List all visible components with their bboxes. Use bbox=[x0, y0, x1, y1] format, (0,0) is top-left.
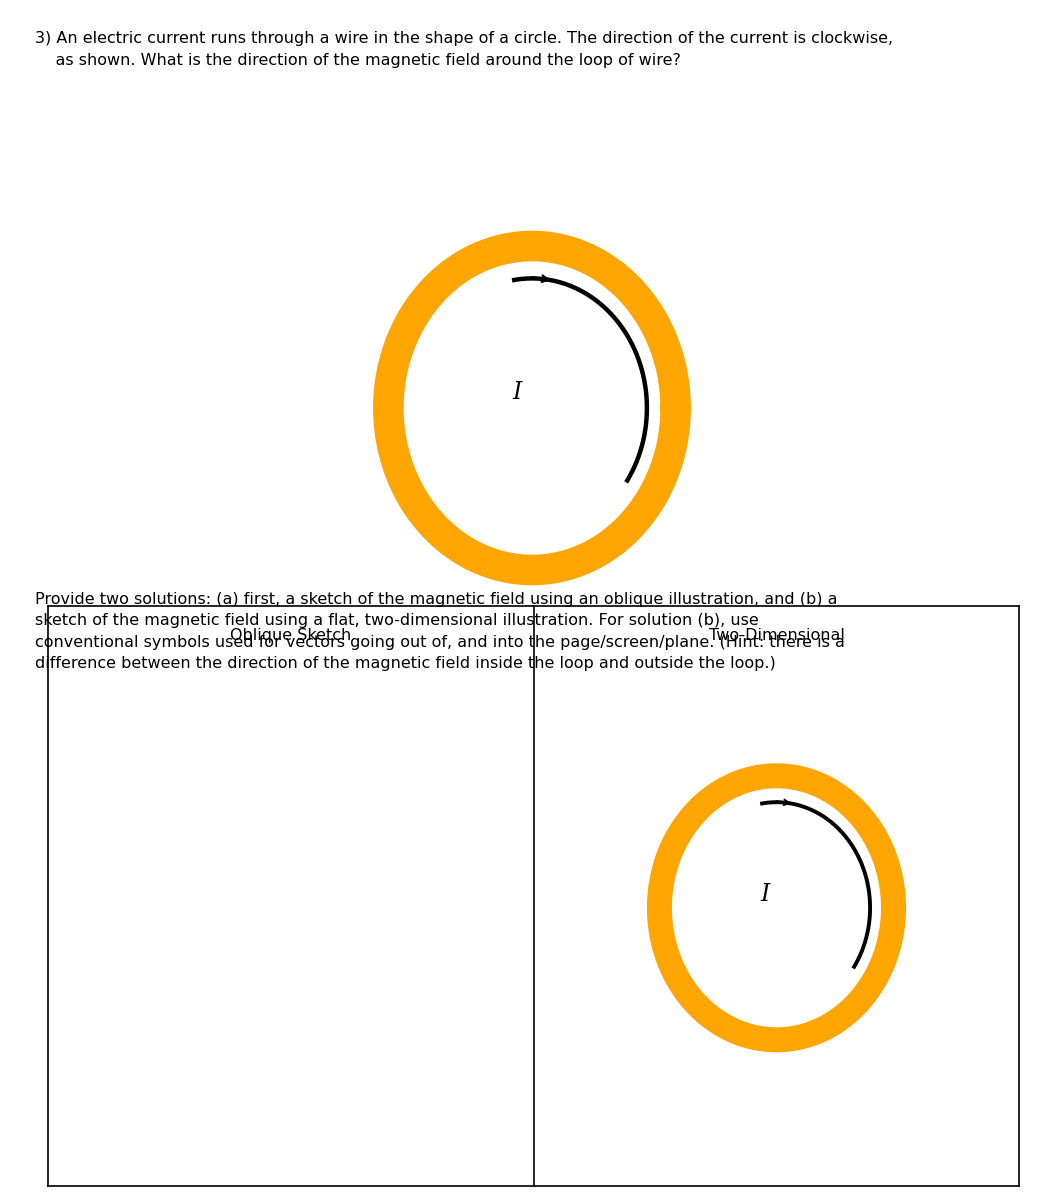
Text: I: I bbox=[513, 380, 521, 404]
Text: Provide two solutions: (a) first, a sketch of the magnetic field using an obliqu: Provide two solutions: (a) first, a sket… bbox=[35, 592, 845, 672]
Text: as shown. What is the direction of the magnetic field around the loop of wire?: as shown. What is the direction of the m… bbox=[35, 53, 681, 67]
Text: Two-Dimensional: Two-Dimensional bbox=[709, 628, 845, 643]
Text: I: I bbox=[760, 883, 769, 906]
Text: 3) An electric current runs through a wire in the shape of a circle. The directi: 3) An electric current runs through a wi… bbox=[35, 31, 894, 46]
Text: Oblique Sketch: Oblique Sketch bbox=[230, 628, 351, 643]
